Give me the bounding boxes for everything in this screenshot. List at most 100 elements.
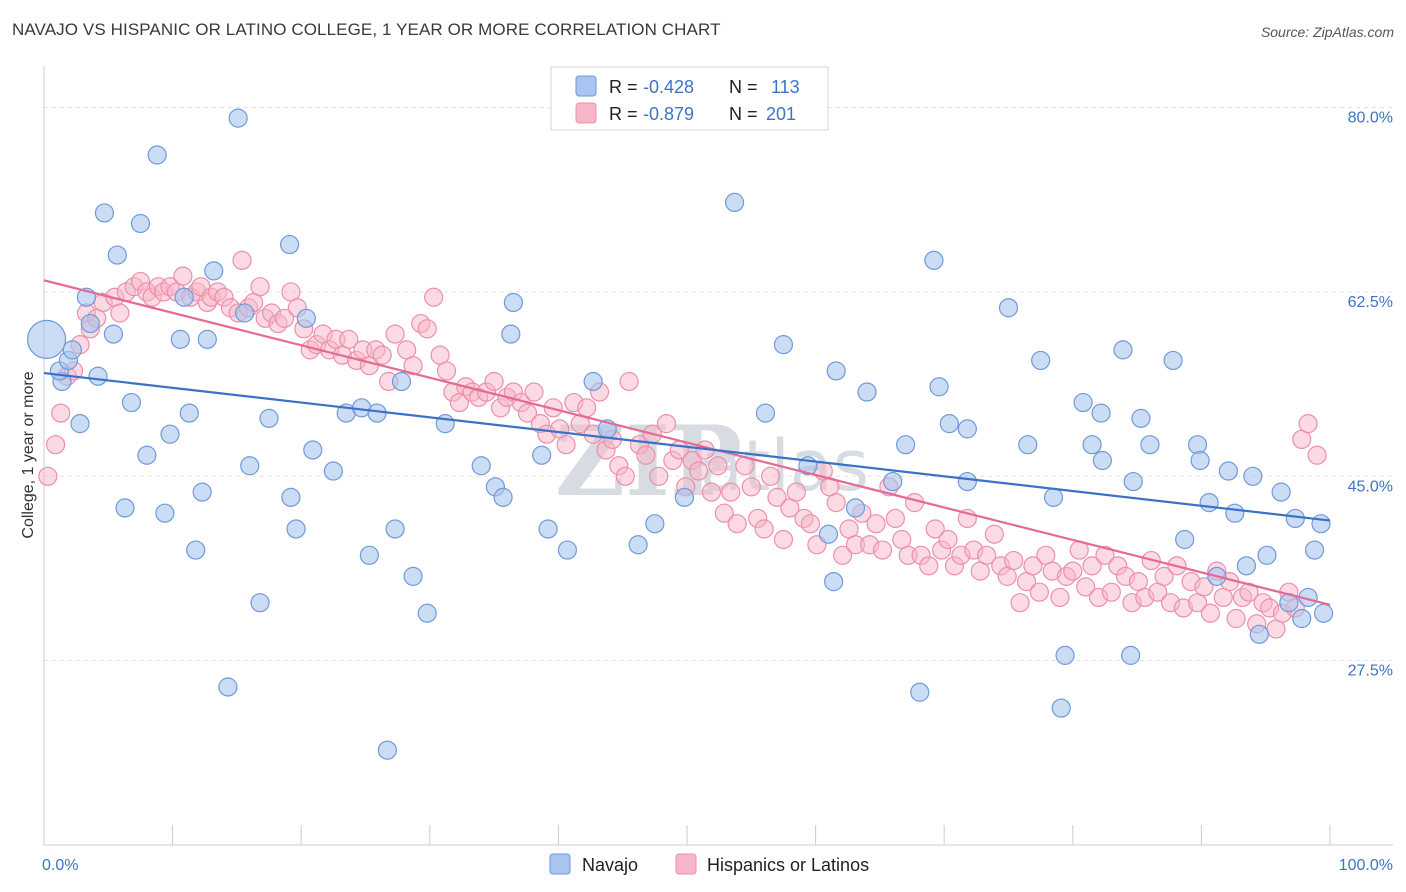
navajo-point-91 (1131, 408, 1151, 428)
navajo-point-103 (1249, 624, 1269, 644)
navajo-point-59 (645, 514, 665, 534)
hisp-point-110 (754, 519, 774, 539)
navajo-point-95 (1187, 435, 1208, 455)
y-tick-labels: 27.5% 45.0% 62.5% 80.0% (1348, 110, 1393, 680)
navajo-point-97 (1199, 493, 1219, 513)
source-label: Source: ZipAtlas.com (1260, 24, 1394, 40)
navajo-point-83 (1055, 645, 1075, 665)
hisp-point-136 (925, 519, 945, 539)
navajo-point-67 (826, 361, 846, 381)
hisp-point-34 (250, 277, 270, 297)
hisp-point-48 (339, 329, 359, 349)
navajo-point-15 (137, 445, 157, 465)
legend-r-label-hisp: R = (609, 104, 638, 124)
hisp-point-60 (424, 287, 444, 307)
hisp-point-163 (1101, 582, 1121, 602)
navajo-point-54 (538, 519, 558, 539)
navajo-point-78 (998, 298, 1019, 318)
chart-title: NAVAJO VS HISPANIC OR LATINO COLLEGE, 1 … (12, 20, 721, 39)
legend: R = -0.428 N = 113 R = -0.879 N = 201 (550, 66, 829, 131)
navajo-point-14 (130, 213, 151, 234)
hisp-point-145 (984, 524, 1004, 544)
hisp-point-102 (701, 482, 722, 502)
hisp-point-127 (866, 514, 886, 534)
hisp-point-0 (38, 466, 58, 486)
hisp-point-104 (714, 503, 734, 523)
trend-lines (43, 279, 1331, 606)
navajo-point-37 (323, 461, 343, 481)
navajo-point-45 (403, 566, 423, 586)
navajo-point-24 (197, 329, 217, 349)
hisp-point-69 (484, 371, 504, 392)
navajo-trend-line (43, 371, 1331, 522)
hisp-point-74 (517, 403, 538, 423)
navajo-point-30 (250, 593, 270, 613)
navajo-point-55 (557, 540, 578, 560)
hisp-point-115 (786, 482, 806, 502)
hisp-point-117 (800, 514, 821, 534)
legend-n-value-hisp: 201 (766, 104, 796, 124)
hisp-point-62 (436, 361, 457, 381)
navajo-point-63 (773, 335, 794, 355)
navajo-point-68 (845, 498, 866, 518)
hisp-point-152 (1029, 582, 1049, 602)
navajo-point-26 (218, 677, 238, 697)
navajo-point-11 (107, 245, 127, 265)
legend-swatch-hisp (575, 102, 597, 124)
navajo-point-20 (174, 287, 194, 307)
navajo-point-60 (674, 487, 695, 507)
navajo-point-16 (147, 145, 167, 165)
legend-r-value-hisp: -0.879 (643, 104, 694, 124)
navajo-point-22 (186, 540, 206, 560)
hisp-point-92 (636, 445, 656, 465)
hisp-point-38 (274, 308, 295, 328)
navajo-point-52 (503, 292, 523, 313)
legend-r-value-navajo: -0.428 (643, 77, 694, 97)
navajo-point-65 (818, 524, 839, 544)
hisp-point-177 (1194, 577, 1214, 597)
hisp-point-95 (656, 414, 677, 434)
y-tick-label-3: 80.0% (1348, 110, 1393, 127)
navajo-point-74 (929, 377, 949, 397)
hisp-point-193 (1298, 414, 1318, 434)
navajo-point-69 (857, 382, 877, 402)
navajo-point-28 (235, 303, 255, 323)
navajo-point-0 (26, 319, 67, 359)
navajo-point-89 (1121, 645, 1141, 665)
navajo-point-94 (1175, 529, 1195, 550)
navajo-point-12 (115, 498, 135, 518)
hisp-point-182 (1226, 608, 1246, 629)
y-tick-label-1: 45.0% (1348, 478, 1393, 495)
navajo-point-43 (385, 519, 405, 539)
hisp-point-80 (556, 435, 576, 455)
navajo-point-108 (1292, 608, 1312, 629)
navajo-point-19 (170, 329, 190, 349)
hisp-point-75 (524, 382, 544, 402)
hisp-point-105 (721, 482, 741, 502)
hisp-point-128 (872, 540, 893, 560)
navajo-point-50 (493, 487, 513, 507)
navajo-point-18 (160, 424, 180, 444)
bottom-legend-swatch-hisp (675, 853, 697, 875)
hisp-point-21 (173, 266, 193, 286)
hisp-point-103 (708, 456, 728, 476)
navajo-point-33 (281, 487, 301, 507)
legend-box (550, 66, 829, 131)
axes (43, 66, 1393, 846)
hisp-point-59 (417, 319, 437, 339)
bottom-legend-swatch-navajo (549, 853, 571, 875)
hisp-point-90 (619, 371, 639, 392)
hisp-point-11 (110, 303, 130, 323)
bottom-legend: Navajo Hispanics or Latinos (549, 853, 869, 875)
hisp-point-113 (773, 529, 794, 550)
navajo-point-85 (1082, 435, 1102, 455)
navajo-point-10 (103, 324, 124, 344)
navajo-point-8 (88, 366, 108, 386)
navajo-point-82 (1051, 698, 1071, 718)
y-axis-label: College, 1 year or more (20, 371, 37, 538)
navajo-point-112 (1313, 603, 1334, 623)
navajo-point-92 (1140, 435, 1160, 455)
hisp-point-178 (1200, 603, 1221, 623)
navajo-point-77 (957, 419, 977, 439)
